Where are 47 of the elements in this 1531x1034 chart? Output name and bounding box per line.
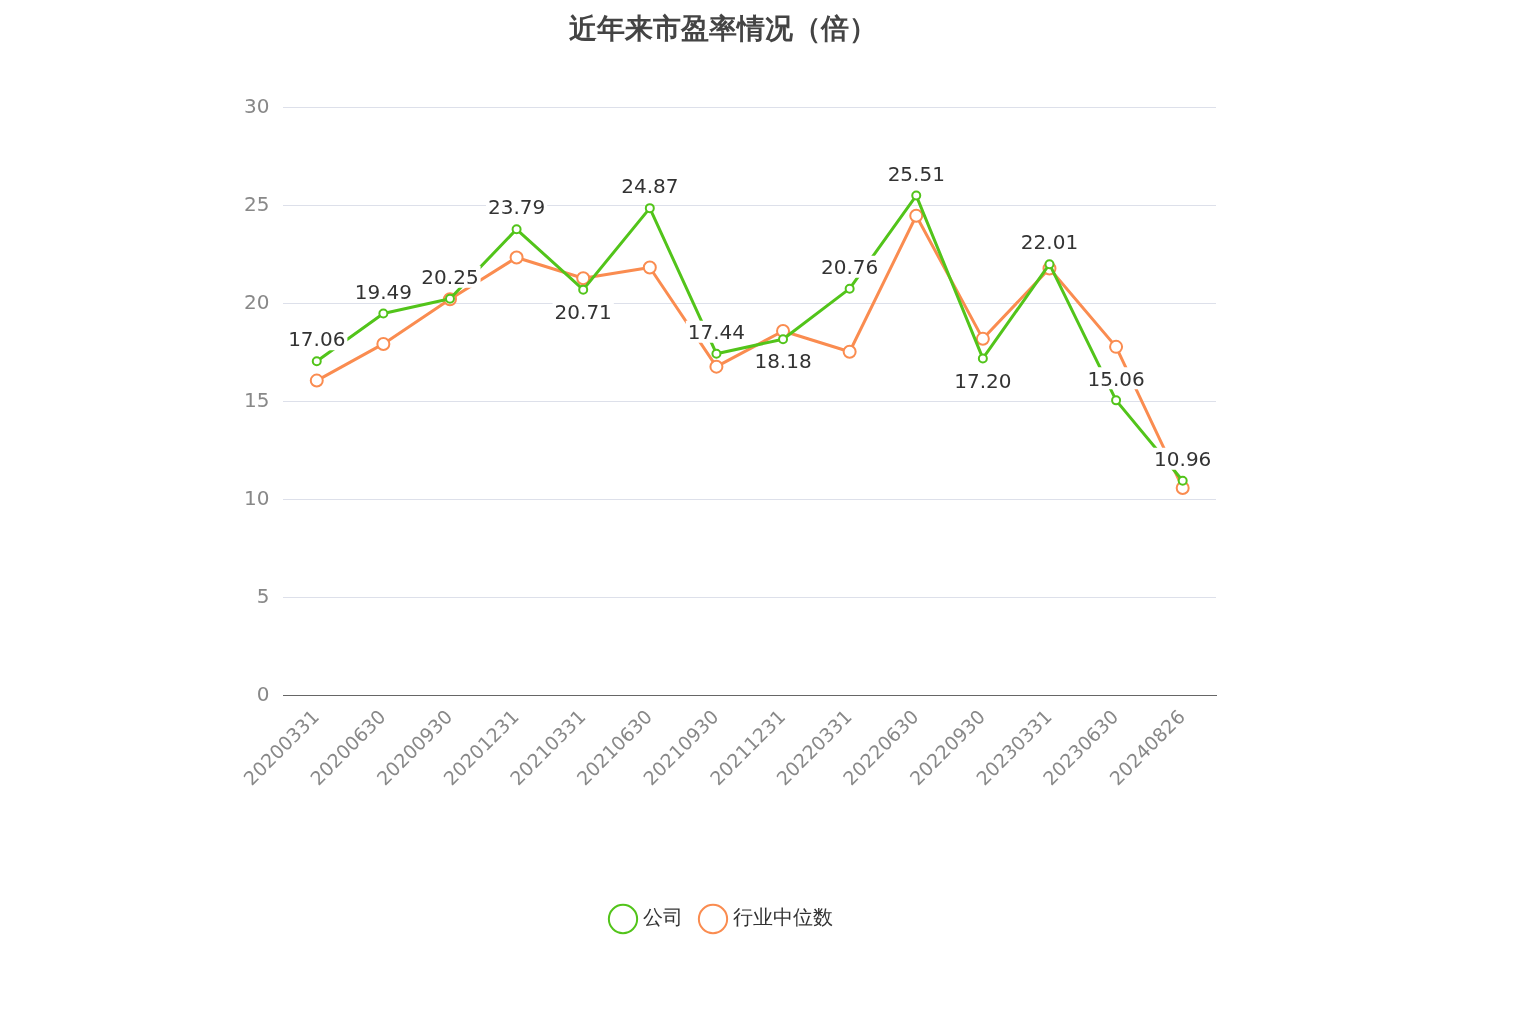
point	[576, 271, 591, 286]
data-label: 15.06	[1087, 366, 1145, 391]
point	[1111, 395, 1122, 406]
point	[911, 190, 922, 201]
legend-label: 公司	[643, 905, 683, 930]
y-tick-label: 5	[256, 583, 270, 608]
y-tick-label: 25	[244, 191, 270, 216]
point	[511, 224, 522, 235]
data-label: 17.44	[687, 319, 746, 344]
data-label: 19.49	[354, 279, 412, 304]
y-tick-label: 10	[244, 485, 270, 510]
point	[711, 348, 722, 359]
data-label: 18.18	[754, 349, 812, 374]
point	[778, 334, 789, 345]
legend-label: 行业中位数	[733, 905, 833, 930]
point	[642, 260, 657, 275]
data-label: 24.87	[621, 174, 679, 199]
chart-title: 近年来市盈率情况（倍）	[569, 12, 877, 46]
point	[975, 331, 990, 346]
data-label: 22.01	[1020, 230, 1079, 255]
data-label: 20.25	[421, 264, 479, 289]
point	[376, 336, 391, 351]
point	[709, 359, 724, 374]
point	[1044, 259, 1055, 270]
y-tick-label: 0	[256, 681, 270, 706]
data-label: 20.76	[821, 254, 879, 279]
point	[509, 250, 524, 265]
y-tick-label: 30	[244, 93, 270, 118]
data-label: 20.71	[554, 299, 612, 324]
data-label: 17.06	[288, 327, 346, 352]
data-label: 17.20	[954, 368, 1012, 393]
data-label: 23.79	[487, 195, 546, 220]
data-label: 10.96	[1154, 446, 1212, 471]
point	[578, 284, 589, 295]
point	[842, 344, 857, 359]
data-label: 25.51	[887, 161, 945, 186]
point	[309, 373, 324, 388]
point	[644, 203, 655, 214]
point	[977, 353, 988, 364]
point	[1177, 475, 1188, 486]
point	[1109, 339, 1124, 354]
point	[311, 356, 322, 367]
y-tick-label: 15	[244, 387, 270, 412]
point	[378, 308, 389, 319]
y-tick-label: 20	[244, 289, 270, 314]
point	[844, 283, 855, 294]
point	[909, 208, 924, 223]
